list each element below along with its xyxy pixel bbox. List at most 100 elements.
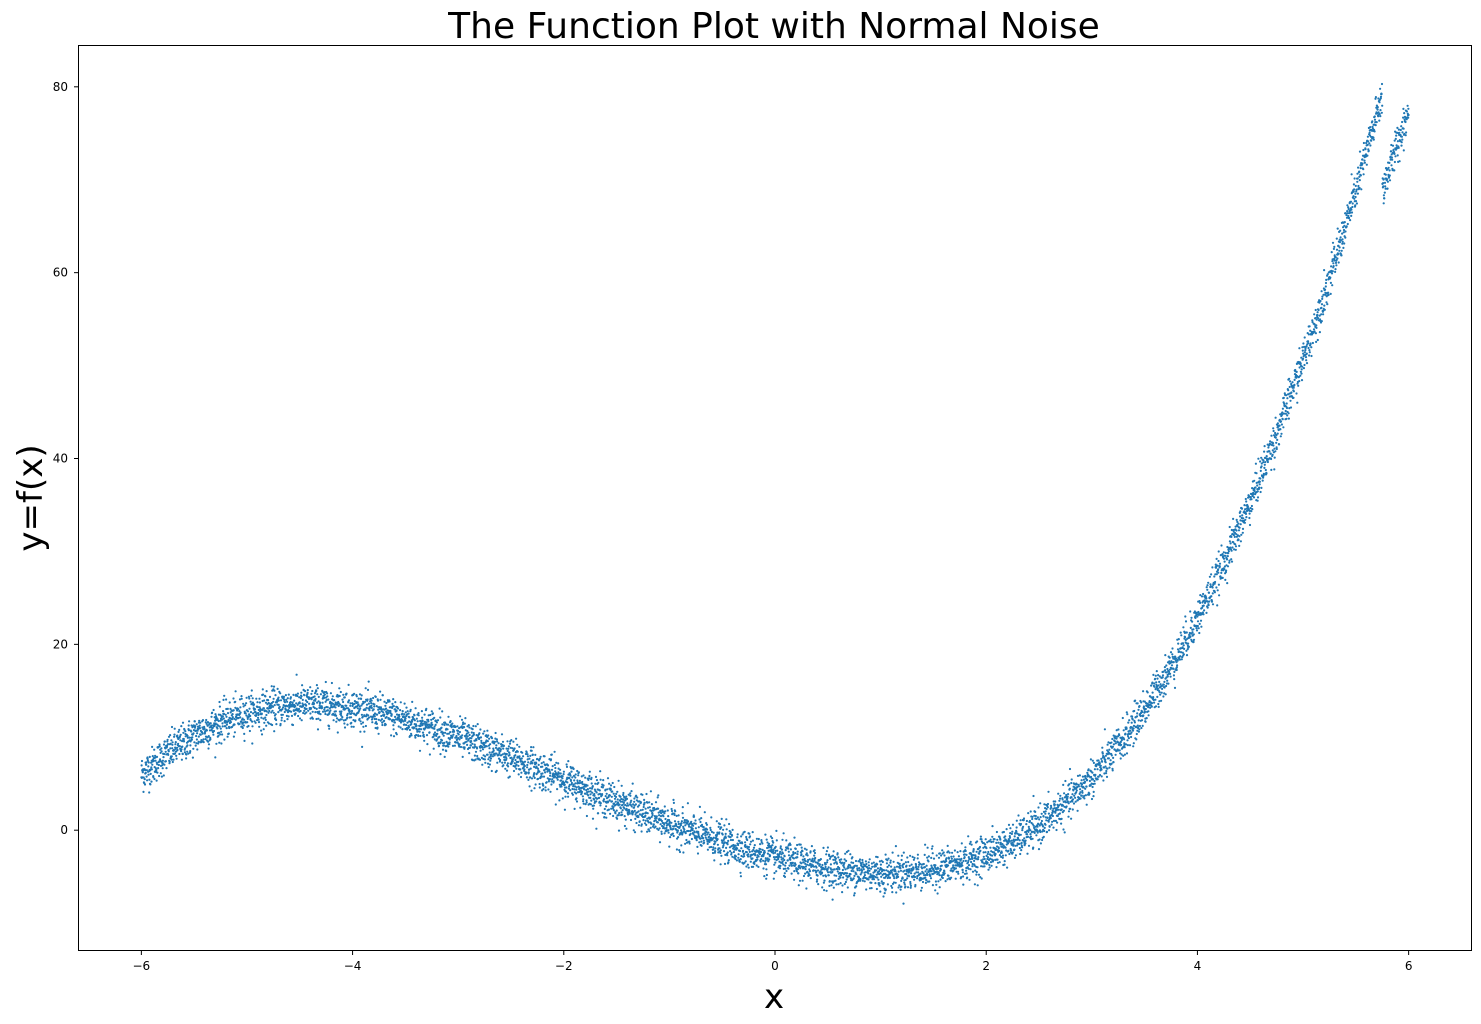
scatter-point [245, 696, 248, 699]
scatter-point [540, 762, 543, 765]
scatter-point [1181, 651, 1184, 654]
scatter-point [210, 715, 213, 718]
scatter-point [1160, 691, 1163, 694]
scatter-point [952, 864, 955, 867]
scatter-point [548, 768, 551, 771]
scatter-point [388, 718, 392, 721]
scatter-point [721, 833, 724, 836]
scatter-point [550, 753, 553, 756]
scatter-point [1127, 737, 1130, 740]
scatter-point [571, 787, 574, 791]
scatter-point [1001, 843, 1004, 846]
scatter-point [851, 856, 854, 859]
scatter-point [1054, 811, 1057, 814]
scatter-point [554, 803, 557, 806]
scatter-point [625, 795, 628, 798]
scatter-point [939, 878, 942, 881]
scatter-point [255, 697, 258, 700]
scatter-point [1011, 841, 1014, 844]
scatter-point [706, 828, 709, 831]
scatter-point [478, 758, 482, 761]
scatter-point [461, 755, 464, 759]
scatter-point [727, 839, 730, 843]
scatter-point [369, 697, 372, 700]
scatter-point [463, 722, 466, 725]
scatter-point [191, 756, 194, 759]
scatter-point [500, 733, 504, 736]
scatter-point [839, 882, 842, 885]
scatter-point [1039, 842, 1042, 845]
scatter-point [1036, 831, 1039, 834]
scatter-point [1052, 810, 1055, 813]
scatter-point [844, 852, 847, 855]
scatter-point [1089, 784, 1092, 787]
scatter-point [152, 759, 155, 763]
scatter-point [346, 712, 349, 715]
scatter-point [354, 719, 357, 722]
scatter-point [967, 856, 970, 859]
scatter-point [558, 799, 561, 802]
scatter-point [1054, 800, 1057, 803]
scatter-point [1010, 839, 1013, 842]
scatter-point [751, 831, 754, 834]
scatter-point [940, 854, 943, 857]
scatter-point [963, 853, 966, 856]
scatter-point [626, 802, 629, 805]
scatter-point [373, 705, 376, 708]
scatter-point [301, 684, 304, 687]
scatter-point [1103, 772, 1106, 775]
scatter-point [783, 872, 786, 875]
scatter-point [392, 724, 395, 727]
scatter-point [681, 816, 685, 819]
scatter-point [373, 703, 376, 706]
scatter-point [432, 747, 435, 750]
scatter-point [459, 715, 462, 718]
scatter-point [906, 856, 909, 859]
scatter-point [602, 798, 606, 801]
scatter-point [326, 695, 329, 698]
scatter-point [1126, 739, 1129, 742]
scatter-point [489, 755, 492, 758]
scatter-point [438, 707, 441, 710]
scatter-point [1164, 654, 1167, 657]
scatter-point [708, 840, 711, 844]
scatter-point [628, 812, 631, 815]
scatter-point [429, 713, 432, 717]
scatter-point [1157, 684, 1160, 687]
scatter-point [630, 799, 633, 802]
scatter-point [203, 732, 206, 735]
scatter-point [819, 858, 823, 861]
scatter-point [1164, 693, 1167, 696]
scatter-point [359, 707, 362, 710]
scatter-point [749, 840, 753, 843]
scatter-point [414, 707, 417, 710]
scatter-point [395, 733, 398, 736]
scatter-point [1005, 828, 1008, 831]
scatter-point [472, 733, 475, 736]
scatter-point [801, 850, 804, 853]
scatter-point [549, 772, 552, 775]
scatter-point [311, 689, 314, 693]
scatter-point [1092, 790, 1095, 794]
scatter-point [1026, 852, 1029, 855]
scatter-point [362, 725, 365, 728]
scatter-point [298, 717, 302, 720]
scatter-point [846, 886, 849, 889]
scatter-point [453, 744, 456, 747]
scatter-point [506, 740, 509, 743]
scatter-point [807, 872, 810, 875]
scatter-point [245, 714, 248, 717]
scatter-point [657, 794, 660, 797]
scatter-point [849, 864, 852, 867]
scatter-point [222, 717, 225, 720]
scatter-point [1191, 631, 1194, 634]
scatter-point [376, 726, 379, 729]
scatter-point [1083, 797, 1086, 800]
scatter-point [173, 752, 177, 755]
scatter-point [598, 796, 601, 799]
scatter-point [365, 703, 369, 706]
scatter-point [468, 726, 471, 729]
scatter-point [982, 851, 985, 854]
scatter-point [352, 725, 355, 728]
scatter-point [468, 746, 471, 749]
